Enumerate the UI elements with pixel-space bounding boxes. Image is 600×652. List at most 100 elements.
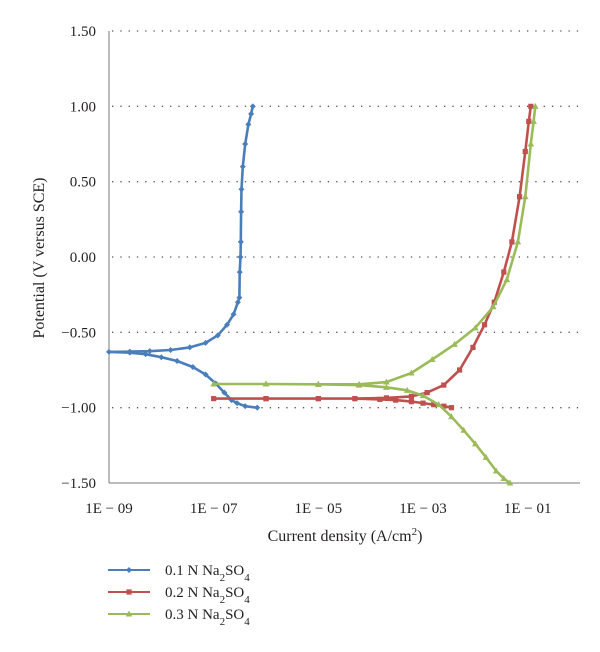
legend-item: 0.1 N Na2SO4 [108,563,250,584]
data-point [408,369,415,376]
series-line [212,105,533,409]
data-point [460,426,468,433]
data-point [315,380,322,387]
data-point [242,141,249,147]
data-point [210,380,217,387]
data-point [530,117,537,124]
data-point [383,395,390,401]
legend-item: 0.2 N Na2SO4 [108,585,250,606]
data-point [503,276,511,283]
data-point [238,186,245,193]
data-point [448,413,455,420]
data-point [428,355,436,362]
data-point [189,363,196,370]
series-layer [106,102,539,486]
data-point [451,340,458,347]
data-point [501,269,507,275]
legend-label: 0.1 N Na2SO4 [165,563,250,584]
y-axis-label: Potential (V versus SCE) [31,177,48,338]
data-point [248,110,255,117]
y-tick-label: −1.50 [61,476,96,492]
data-point [245,121,252,128]
data-point [211,396,217,402]
data-point [424,390,430,396]
data-point [234,400,241,407]
data-point [142,351,149,358]
data-point [146,348,153,355]
data-point [237,254,244,260]
data-point [481,322,488,328]
data-point [408,399,414,405]
x-axis-label: Current density (A/cm2) [268,526,423,545]
data-point [441,403,447,409]
data-point [435,401,443,408]
data-point [383,378,390,385]
x-axis-label-end: ) [417,528,422,545]
data-point [238,208,245,215]
data-point [472,324,479,331]
x-tick-label: 1E − 03 [399,501,447,517]
data-point [528,103,534,109]
data-point [230,311,237,318]
data-point [236,269,243,276]
data-point [472,440,479,447]
data-point [489,303,497,310]
legend-marker [126,589,132,595]
data-point [352,396,358,402]
y-tick-labels: −1.50 −1.00 −0.50 0.00 0.50 1.00 1.50 [61,24,96,492]
data-point [500,474,508,481]
data-point [263,396,269,402]
x-tick-label: 1E − 01 [504,501,552,517]
data-point [158,354,165,361]
y-tick-label: −1.00 [61,401,96,417]
data-point [514,238,522,245]
data-point [254,404,261,411]
data-point [106,348,112,355]
data-point [482,453,490,460]
y-tick-label: 1.50 [70,24,96,40]
data-point [236,294,243,301]
data-point [174,357,181,364]
data-point [249,103,256,110]
legend-marker [126,567,132,573]
data-point [262,380,270,387]
data-point [239,163,246,170]
series-2 [211,103,534,411]
data-point [393,397,399,403]
data-point [408,393,414,399]
x-tick-label: 1E − 09 [85,501,133,517]
data-point [419,392,427,399]
x-axis-label-main: Current density (A/cm [268,528,413,545]
data-point [526,118,532,124]
data-point [237,238,244,245]
y-tick-label: −0.50 [61,325,96,341]
data-point [506,479,514,486]
data-point [521,193,529,200]
data-point [224,321,231,328]
data-point [234,299,241,306]
data-point [532,102,539,109]
data-point [431,402,437,408]
series-3 [210,102,539,486]
legend-marker [125,610,133,617]
legend-item: 0.3 N Na2SO4 [108,607,250,628]
data-point [221,389,228,396]
data-point [315,396,321,402]
data-point [167,346,174,353]
data-point [355,380,363,387]
data-point [403,386,411,393]
grid-lines [112,30,580,409]
x-axis-label-sup: 2 [412,526,418,538]
data-point [186,344,193,351]
x-tick-label: 1E − 05 [295,501,343,517]
data-point [522,148,528,155]
data-point [383,383,390,390]
x-tick-labels: 1E − 09 1E − 07 1E − 05 1E − 03 1E − 01 [85,501,551,517]
data-point [202,371,209,378]
data-point [214,332,221,339]
data-point [509,239,515,245]
y-tick-label: 0.00 [70,250,96,266]
y-tick-label: 0.50 [70,175,96,191]
data-point [242,403,249,410]
